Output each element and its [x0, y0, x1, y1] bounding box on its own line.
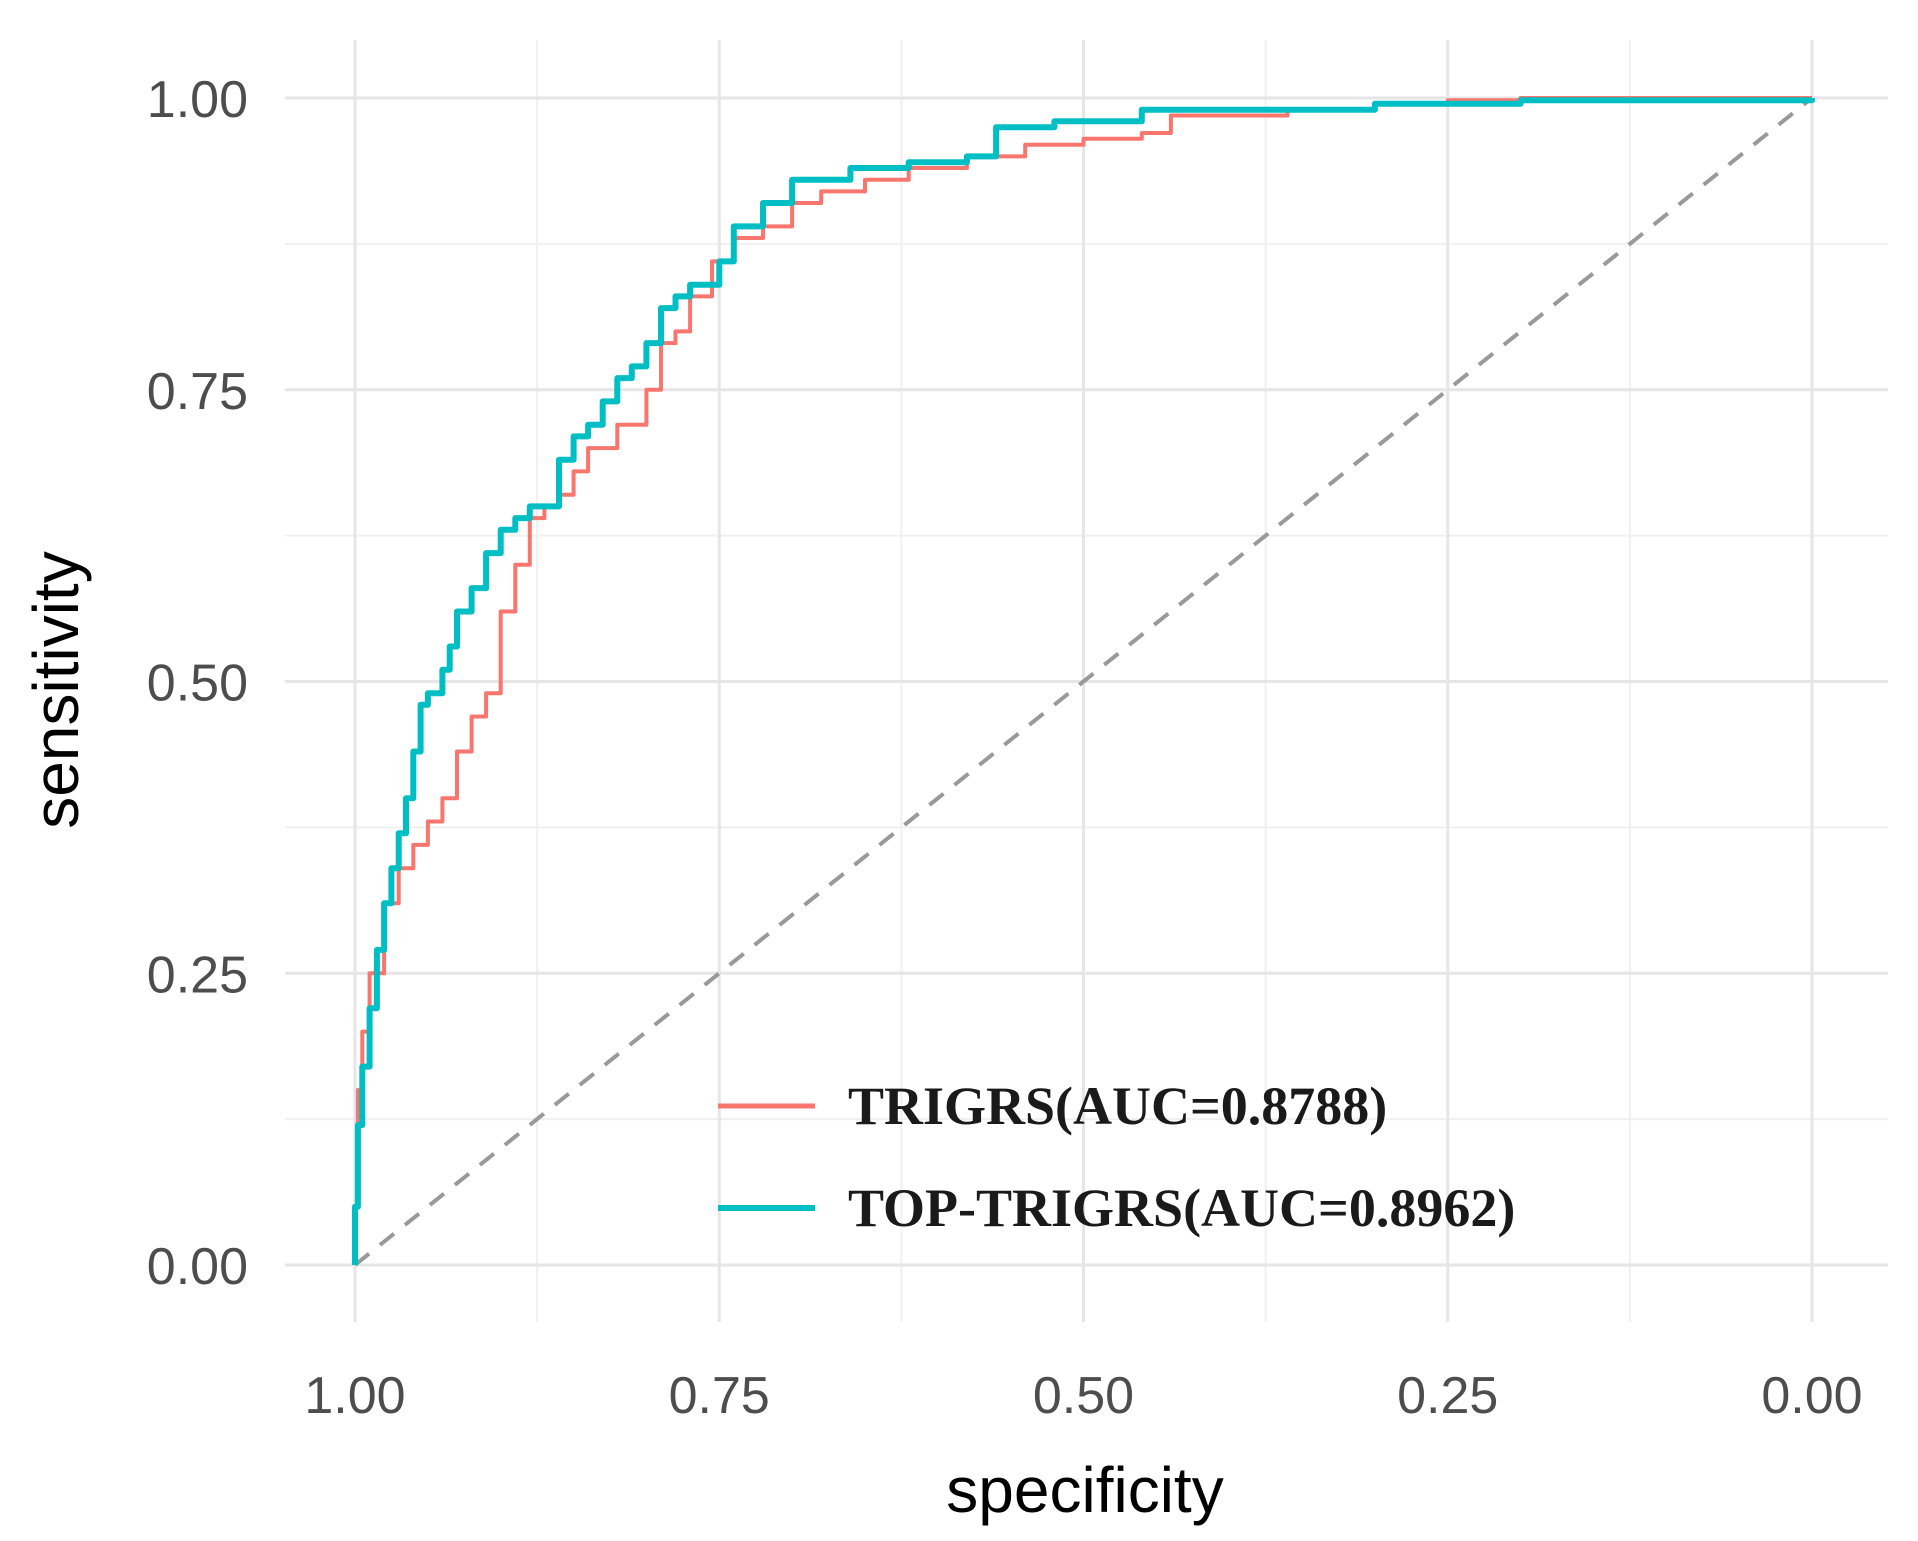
reference-diagonal [353, 96, 1814, 1267]
y-axis-title: sensitivity [20, 551, 92, 828]
x-tick-label: 1.00 [304, 1367, 405, 1425]
legend-item-trigrs: TRIGRS(AUC=0.8788) [718, 1076, 1387, 1136]
x-tick-label: 0.50 [1033, 1367, 1134, 1425]
y-tick-label: 0.50 [147, 655, 248, 713]
roc-curves [352, 96, 1815, 1265]
y-tick-label: 1.00 [147, 71, 248, 129]
legend-label-trigrs: TRIGRS(AUC=0.8788) [848, 1076, 1387, 1136]
y-tick-label: 0.75 [147, 363, 248, 421]
series-line-top-trigrs [352, 97, 1815, 1265]
x-tick-label: 0.25 [1397, 1367, 1498, 1425]
x-tick-label: 0.00 [1761, 1367, 1862, 1425]
legend-label-top-trigrs: TOP-TRIGRS(AUC=0.8962) [848, 1178, 1515, 1238]
x-tick-label: 0.75 [669, 1367, 770, 1425]
legend: TRIGRS(AUC=0.8788) TOP-TRIGRS(AUC=0.8962… [718, 1076, 1515, 1238]
series-line-trigrs [353, 96, 1812, 1265]
legend-item-top-trigrs: TOP-TRIGRS(AUC=0.8962) [718, 1178, 1515, 1238]
x-axis-title: specificity [946, 1454, 1223, 1526]
y-tick-labels: 0.00 0.25 0.50 0.75 1.00 [147, 71, 248, 1296]
y-tick-label: 0.00 [147, 1238, 248, 1296]
y-tick-label: 0.25 [147, 946, 248, 1004]
x-tick-labels: 1.00 0.75 0.50 0.25 0.00 [304, 1367, 1862, 1425]
